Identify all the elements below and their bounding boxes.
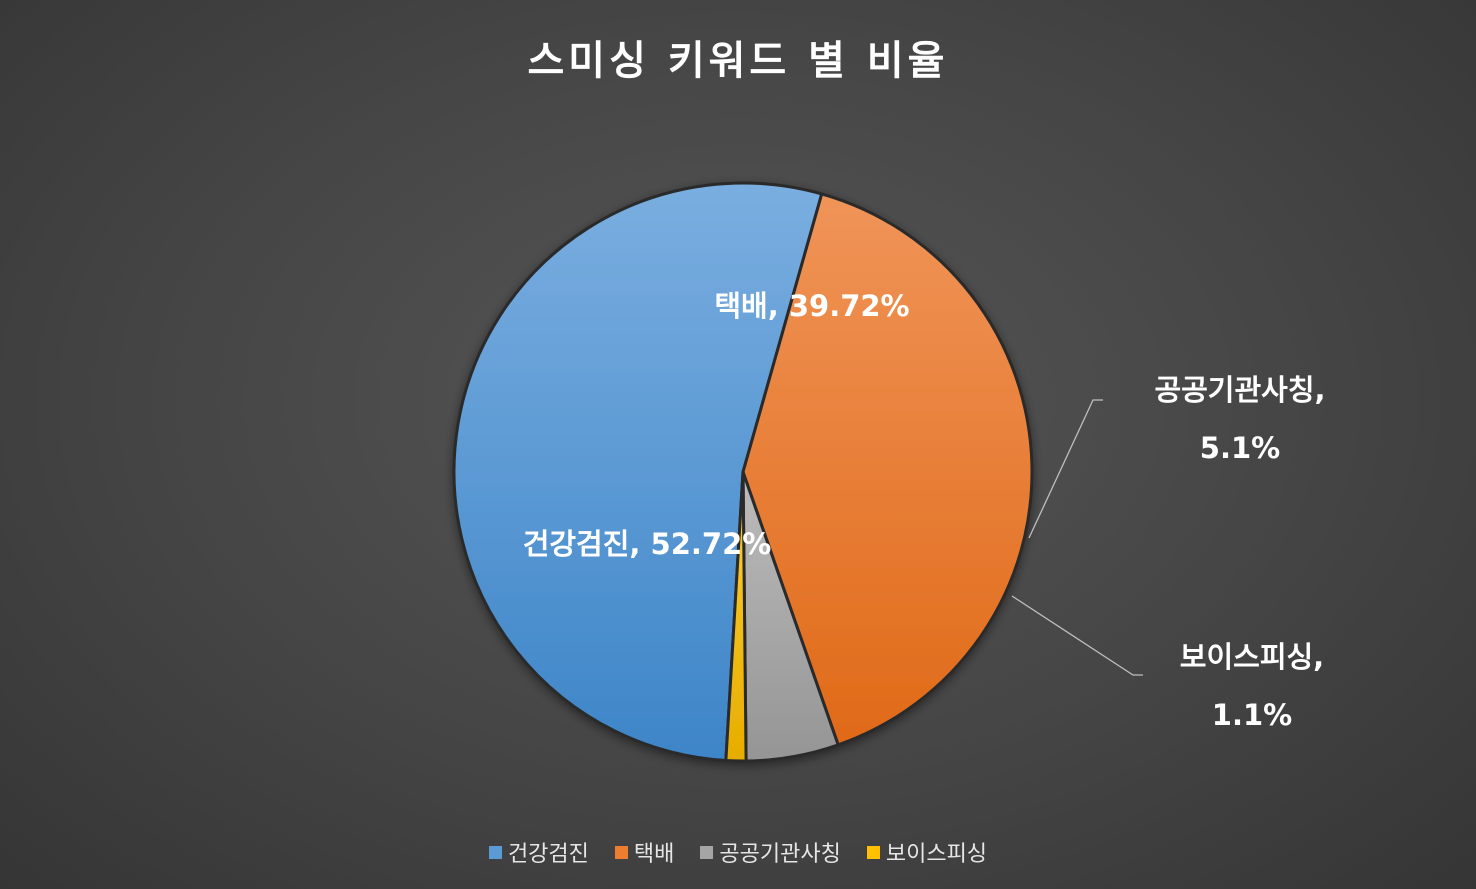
- data-label-voice-phishing: 보이스피싱, 1.1%: [1180, 640, 1324, 732]
- legend-item-voice-phishing: 보이스피싱: [866, 836, 988, 868]
- legend-swatch-parcel-delivery: [614, 845, 628, 859]
- legend-label-public-agency-impersonation: 공공기관사칭: [719, 842, 841, 867]
- legend-item-health-checkup: 건강검진: [488, 836, 589, 868]
- legend: 건강검진 택배 공공기관사칭 보이스피싱: [0, 836, 1476, 868]
- chart-title: 스미싱 키워드 별 비율: [527, 38, 949, 84]
- leader-line-voice-phishing: [1011, 595, 1143, 676]
- legend-label-parcel-delivery: 택배: [633, 842, 675, 867]
- legend-swatch-health-checkup: [488, 845, 502, 859]
- legend-item-public-agency-impersonation: 공공기관사칭: [700, 836, 841, 868]
- pie-slice-parcel-delivery: [741, 192, 1034, 747]
- pie-slice-voice-phishing: [724, 470, 748, 763]
- legend-label-health-checkup: 건강검진: [507, 842, 589, 867]
- leader-line-public-agency-impersonation: [1028, 399, 1103, 539]
- data-label-parcel-delivery: 택배, 39.72%: [714, 289, 909, 323]
- legend-swatch-voice-phishing: [866, 845, 880, 859]
- legend-label-voice-phishing: 보이스피싱: [885, 842, 988, 867]
- pie-slice-health-checkup: [452, 181, 824, 762]
- legend-item-parcel-delivery: 택배: [614, 836, 675, 868]
- legend-swatch-public-agency-impersonation: [700, 845, 714, 859]
- data-label-health-checkup: 건강검진, 52.72%: [523, 527, 772, 561]
- data-label-public-agency-impersonation: 공공기관사칭, 5.1%: [1154, 373, 1325, 465]
